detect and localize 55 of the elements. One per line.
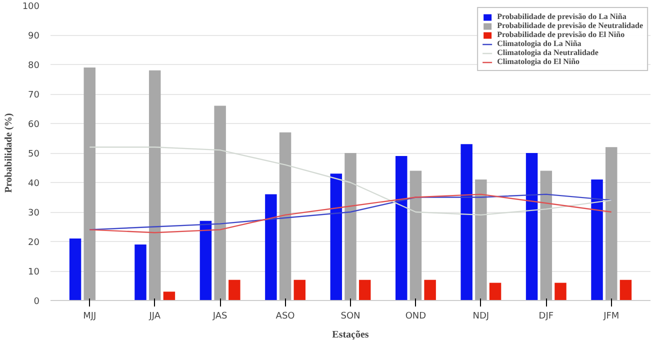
bar [228,280,240,300]
bar [163,292,176,300]
legend-label: Probabilidade de previsão do La Niña [497,12,626,21]
bar [294,280,306,300]
x-tick-label: JFM [602,312,620,322]
y-tick-label: 10 [28,268,40,278]
bar [84,67,96,300]
bar [358,280,371,300]
bar [344,153,356,300]
bar [265,194,277,300]
bar [279,132,292,300]
legend-label: Probabilidade de previsão de Neutralidade [497,21,643,30]
legend-label: Probabilidade de previsão do El Niño [497,30,625,39]
y-tick-label: 90 [28,32,40,42]
bar [620,280,632,300]
x-tick-label: SON [340,312,360,322]
bar [475,180,487,300]
bar [396,156,408,300]
y-tick-label: 80 [28,61,40,71]
x-tick-label: JAS [212,312,228,322]
bar [214,106,226,300]
bar [200,220,212,300]
y-tick-label: 100 [22,2,40,12]
bar [410,170,422,300]
x-tick-label: JJA [148,312,162,322]
y-tick-label: 20 [28,238,40,248]
y-tick-label: 40 [28,179,40,189]
bar [606,147,618,300]
bar [526,153,538,300]
legend-label: Climatologia do La Niña [497,39,582,48]
y-tick-label: 50 [28,150,40,160]
x-tick-label: NDJ [472,312,490,322]
bar [591,180,603,300]
x-tick-label: MJJ [83,312,96,322]
x-axis-title: Estações [332,330,369,340]
bar [148,70,161,300]
line-series [89,146,612,216]
bar [134,244,146,300]
bar [69,238,82,300]
y-axis-title: Probabilidade (%) [3,113,14,193]
y-tick-label: 30 [28,208,40,218]
bar [460,144,472,300]
bar [424,280,436,300]
bar [554,282,566,300]
y-tick-label: 0 [34,297,40,307]
legend-label: Climatologia do El Niño [497,57,580,66]
bar [489,282,502,300]
x-tick-label: ASO [276,312,295,322]
x-tick-label: DJF [538,312,554,322]
bar [330,174,342,300]
legend-label: Climatologia da Neutralidade [497,48,598,57]
bar [540,170,552,300]
y-tick-label: 70 [28,90,40,100]
y-tick-label: 60 [28,120,40,130]
x-tick-label: OND [405,312,426,322]
